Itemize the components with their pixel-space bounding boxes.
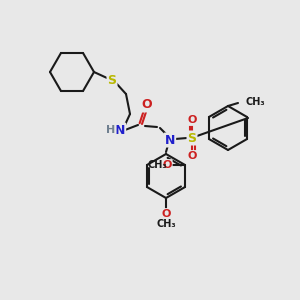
Text: H: H	[106, 125, 116, 135]
Text: S: S	[107, 74, 116, 86]
Text: CH₃: CH₃	[156, 219, 176, 229]
Text: CH₃: CH₃	[245, 97, 265, 107]
Text: N: N	[165, 134, 175, 146]
Text: O: O	[162, 160, 172, 170]
Text: O: O	[161, 209, 171, 219]
Text: O: O	[187, 151, 197, 161]
Text: O: O	[142, 98, 152, 112]
Text: S: S	[188, 131, 196, 145]
Text: N: N	[115, 124, 125, 136]
Text: O: O	[187, 115, 197, 125]
Text: CH₃: CH₃	[147, 160, 167, 170]
